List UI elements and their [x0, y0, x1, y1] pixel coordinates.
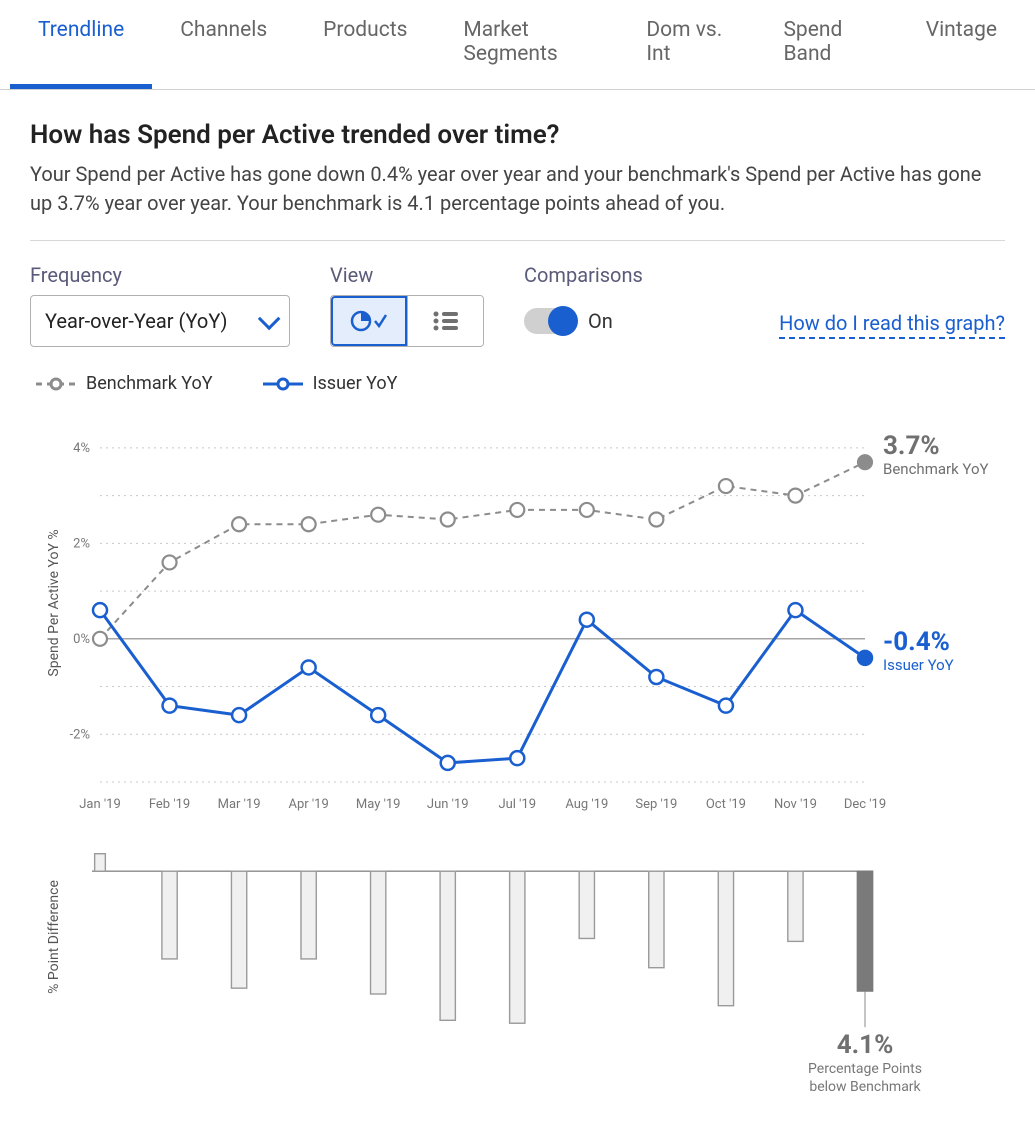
page-title: How has Spend per Active trended over ti…	[30, 120, 1005, 150]
chart-check-icon	[349, 308, 389, 334]
svg-text:Dec '19: Dec '19	[844, 797, 886, 812]
issuer-swatch-icon	[263, 377, 303, 391]
svg-text:4%: 4%	[73, 441, 90, 456]
tab-vintage[interactable]: Vintage	[898, 0, 1025, 89]
tab-spend-band[interactable]: Spend Band	[755, 0, 897, 89]
view-group: View	[330, 263, 484, 347]
tab-trendline[interactable]: Trendline	[10, 0, 152, 89]
svg-text:0%: 0%	[73, 632, 90, 647]
comparisons-toggle[interactable]	[524, 308, 576, 334]
svg-text:-0.4%: -0.4%	[883, 627, 950, 657]
view-chart-button[interactable]	[331, 296, 407, 346]
legend-benchmark-label: Benchmark YoY	[86, 373, 213, 394]
svg-text:2%: 2%	[73, 536, 90, 551]
svg-text:Jun '19: Jun '19	[427, 797, 469, 812]
svg-text:Jan '19: Jan '19	[79, 797, 121, 812]
svg-text:Feb '19: Feb '19	[149, 797, 190, 812]
legend-issuer: Issuer YoY	[263, 373, 398, 394]
svg-text:-2%: -2%	[70, 727, 90, 742]
help-link[interactable]: How do I read this graph?	[779, 311, 1005, 339]
divider	[30, 240, 1005, 241]
frequency-group: Frequency Year-over-Year (YoY)	[30, 263, 290, 347]
legend-issuer-label: Issuer YoY	[313, 373, 398, 394]
frequency-label: Frequency	[30, 263, 290, 287]
switch-knob	[548, 306, 578, 336]
svg-text:% Point Difference: % Point Difference	[46, 880, 62, 994]
view-label: View	[330, 263, 484, 287]
list-icon	[431, 309, 461, 333]
benchmark-swatch-icon	[36, 377, 76, 391]
comparisons-state: On	[588, 309, 613, 333]
svg-text:3.7%: 3.7%	[883, 431, 940, 461]
view-toggle	[330, 295, 484, 347]
svg-text:4.1%: 4.1%	[837, 1030, 894, 1060]
comparisons-label: Comparisons	[524, 263, 643, 287]
view-list-button[interactable]	[407, 296, 483, 346]
svg-text:Mar '19: Mar '19	[218, 797, 261, 812]
svg-text:Apr '19: Apr '19	[288, 797, 328, 812]
controls-row: Frequency Year-over-Year (YoY) View	[30, 263, 1005, 347]
svg-text:Oct '19: Oct '19	[706, 797, 746, 812]
content-area: How has Spend per Active trended over ti…	[0, 90, 1035, 1142]
tab-dom-vs-int[interactable]: Dom vs. Int	[618, 0, 755, 89]
chevron-down-icon	[258, 308, 281, 331]
svg-text:Aug '19: Aug '19	[565, 797, 608, 812]
diff-chart: % Point Difference 4.1%Percentage Points b…	[30, 832, 1005, 1122]
svg-text:Sep '19: Sep '19	[635, 797, 677, 812]
line-chart: -2% 0% 2% 4% Spend Per Active YoY % Jan '19 Fe…	[30, 402, 1005, 832]
frequency-value: Year-over-Year (YoY)	[45, 309, 228, 333]
svg-text:Jul '19: Jul '19	[498, 797, 536, 812]
comparisons-row: On	[524, 295, 643, 347]
svg-text:Issuer YoY: Issuer YoY	[883, 656, 954, 674]
page-subtitle: Your Spend per Active has gone down 0.4%…	[30, 160, 1005, 218]
svg-text:Nov '19: Nov '19	[774, 797, 817, 812]
comparisons-group: Comparisons On	[524, 263, 643, 347]
tab-market-segments[interactable]: Market Segments	[435, 0, 618, 89]
svg-text:below Benchmark: below Benchmark	[809, 1079, 921, 1095]
frequency-select[interactable]: Year-over-Year (YoY)	[30, 295, 290, 347]
tab-channels[interactable]: Channels	[152, 0, 295, 89]
tabs-bar: TrendlineChannelsProductsMarket Segments…	[0, 0, 1035, 90]
svg-text:Spend Per Active YoY %: Spend Per Active YoY %	[46, 529, 62, 676]
tab-products[interactable]: Products	[295, 0, 435, 89]
legend-benchmark: Benchmark YoY	[36, 373, 213, 394]
chart-legend: Benchmark YoY Issuer YoY	[36, 373, 1005, 394]
svg-text:May '19: May '19	[356, 797, 401, 812]
svg-text:Percentage Points: Percentage Points	[808, 1061, 922, 1077]
svg-text:Benchmark YoY: Benchmark YoY	[883, 460, 989, 478]
